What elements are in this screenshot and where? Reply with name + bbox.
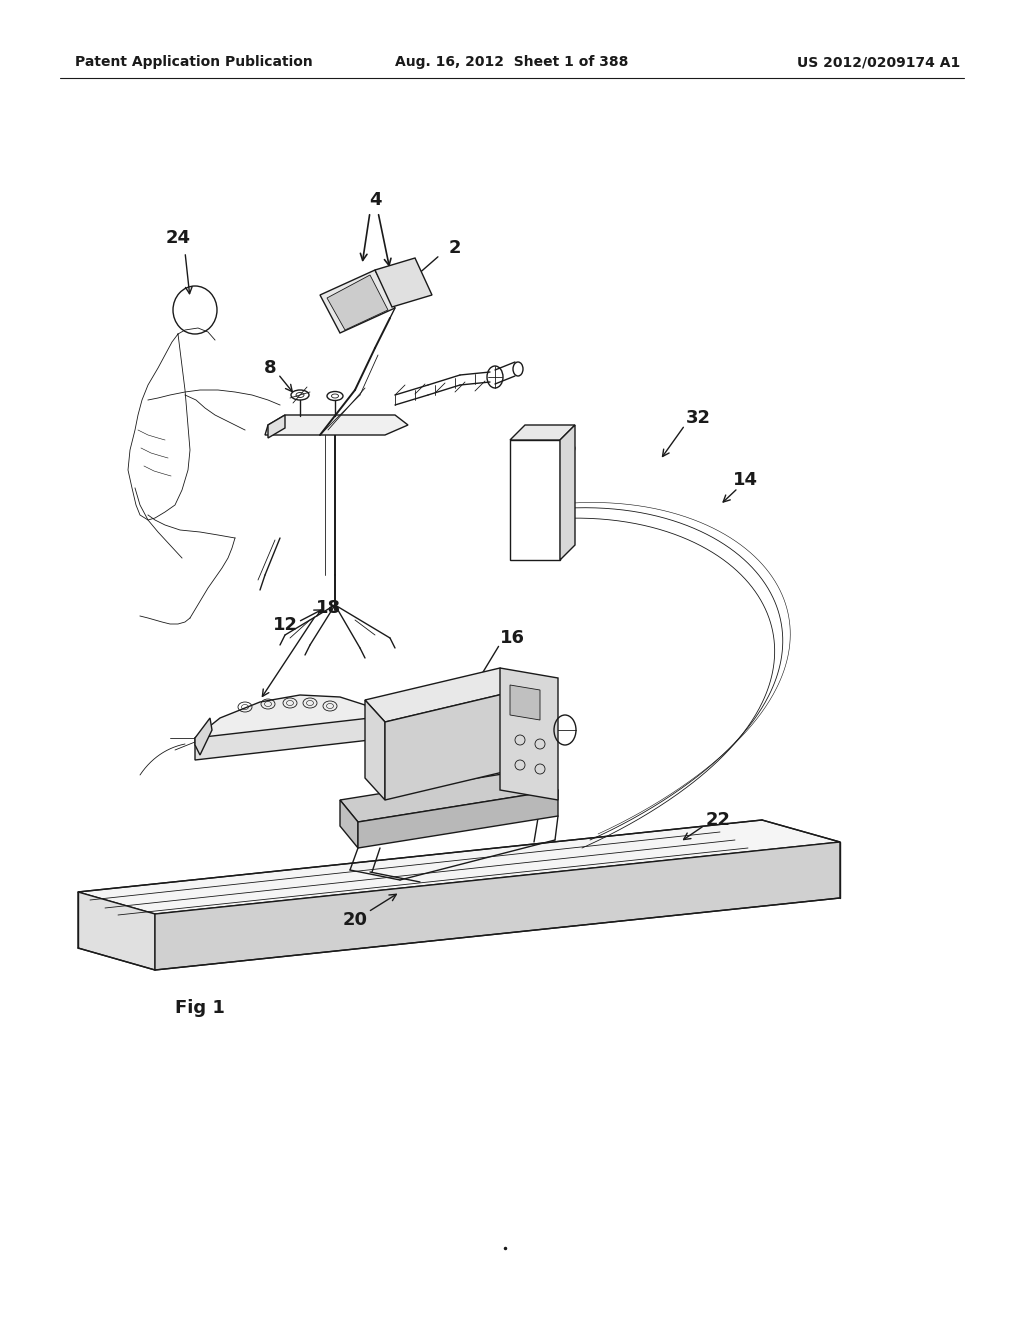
Text: 12: 12: [272, 616, 298, 634]
Text: 24: 24: [166, 228, 190, 247]
Polygon shape: [510, 685, 540, 719]
Polygon shape: [195, 696, 370, 742]
Polygon shape: [319, 271, 395, 333]
Polygon shape: [358, 789, 558, 847]
Text: 18: 18: [315, 599, 341, 616]
Polygon shape: [155, 842, 840, 970]
Text: US 2012/0209174 A1: US 2012/0209174 A1: [797, 55, 961, 69]
Polygon shape: [78, 892, 155, 970]
Polygon shape: [195, 718, 370, 760]
Polygon shape: [327, 275, 388, 330]
Polygon shape: [195, 718, 212, 755]
Text: 14: 14: [732, 471, 758, 488]
Text: 4: 4: [369, 191, 381, 209]
Text: 2: 2: [449, 239, 461, 257]
Polygon shape: [365, 668, 520, 722]
Text: 22: 22: [706, 810, 730, 829]
Polygon shape: [375, 257, 432, 308]
Text: Aug. 16, 2012  Sheet 1 of 388: Aug. 16, 2012 Sheet 1 of 388: [395, 55, 629, 69]
Text: Patent Application Publication: Patent Application Publication: [75, 55, 312, 69]
Polygon shape: [268, 414, 285, 438]
Text: 16: 16: [500, 630, 524, 647]
Polygon shape: [340, 800, 358, 847]
Polygon shape: [385, 690, 520, 800]
Text: 20: 20: [342, 911, 368, 929]
Polygon shape: [78, 820, 840, 913]
Text: 32: 32: [685, 409, 711, 426]
Polygon shape: [500, 668, 558, 800]
Polygon shape: [510, 425, 575, 440]
Text: 6: 6: [564, 440, 577, 457]
Polygon shape: [560, 425, 575, 560]
Text: 8: 8: [264, 359, 276, 378]
Polygon shape: [340, 768, 558, 822]
Polygon shape: [510, 440, 560, 560]
Text: Fig 1: Fig 1: [175, 999, 225, 1016]
Polygon shape: [365, 700, 385, 800]
Polygon shape: [265, 414, 408, 436]
